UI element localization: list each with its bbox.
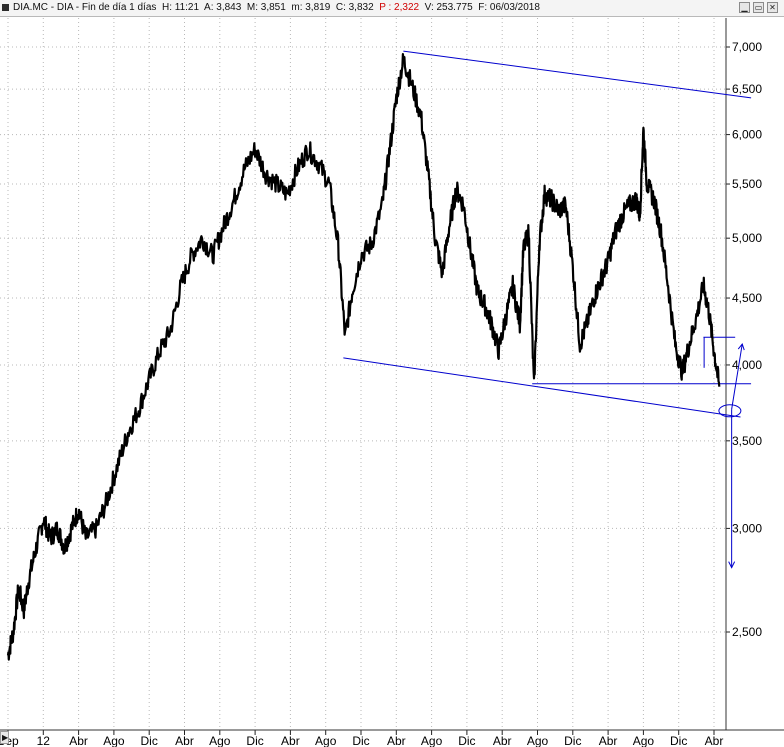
x-tick-label: Ago xyxy=(421,734,443,747)
x-tick-label: Ago xyxy=(315,734,337,747)
volume-value: V: 253.775 xyxy=(424,2,473,13)
trendline xyxy=(403,50,752,99)
window-marker-icon xyxy=(2,4,9,11)
low-value: m: 3,819 xyxy=(291,2,331,13)
y-tick-label: 7,000 xyxy=(732,40,762,54)
x-tick-label: Abr xyxy=(599,734,618,747)
price-chart[interactable]: 7,000 6,500 6,000 5,500 5,000 4,500 4,000 3,500… xyxy=(0,17,784,747)
price-line xyxy=(6,53,721,661)
minimize-icon: ▁ xyxy=(741,3,748,12)
price-series xyxy=(6,53,721,661)
symbol: DIA.MC xyxy=(13,2,48,13)
arrow-head-down xyxy=(728,561,736,569)
trendline xyxy=(343,357,741,418)
trendline-annotations xyxy=(343,50,752,569)
close-value: C: 3,832 xyxy=(335,2,374,13)
hour: H: 11:21 xyxy=(161,2,200,13)
y-tick-label: 3,000 xyxy=(732,521,762,535)
y-axis-labels: 7,000 6,500 6,000 5,500 5,000 4,500 4,000 3,500… xyxy=(732,40,762,639)
x-tick-label: Ago xyxy=(633,734,655,747)
date-value: F: 06/03/2018 xyxy=(478,2,540,13)
y-tick-label: 4,000 xyxy=(732,358,762,372)
high-value: M: 3,851 xyxy=(246,2,286,13)
close-icon: ✕ xyxy=(769,3,776,12)
y-tick-label: 4,500 xyxy=(732,291,762,305)
change-value: P : 2,322 xyxy=(379,2,420,13)
quote-summary: DIA.MC - DIA - Fin de día 1 días H: 11:2… xyxy=(13,2,540,13)
x-tick-label: Ago xyxy=(209,734,231,747)
x-tick-label: Dic xyxy=(670,734,687,747)
target-ellipse xyxy=(718,404,742,418)
trendline xyxy=(731,343,743,410)
play-left-icon: ▶ xyxy=(2,733,9,742)
y-tick-label: 2,500 xyxy=(732,625,762,639)
minimize-button[interactable]: ▁ xyxy=(739,2,750,13)
x-tick-label: Dic xyxy=(458,734,475,747)
x-tick-label: Dic xyxy=(564,734,581,747)
period: Fin de día 1 días xyxy=(81,2,157,13)
restore-button[interactable]: ▭ xyxy=(753,2,764,13)
chart-grid xyxy=(0,18,784,735)
x-tick-label: Abr xyxy=(175,734,194,747)
y-tick-label: 5,000 xyxy=(732,231,762,245)
x-tick-label: Dic xyxy=(352,734,369,747)
x-tick-label: Abr xyxy=(705,734,724,747)
x-tick-label: Abr xyxy=(281,734,300,747)
y-tick-label: 3,500 xyxy=(732,434,762,448)
x-tick-label: Dic xyxy=(141,734,158,747)
x-tick-label: 12 xyxy=(37,734,51,747)
x-tick-label: Ago xyxy=(527,734,549,747)
x-tick-label: Abr xyxy=(69,734,88,747)
y-tick-label: 5,500 xyxy=(732,177,762,191)
x-tick-label: Ago xyxy=(103,734,125,747)
scroll-left-button[interactable]: ▶ xyxy=(0,731,9,744)
close-button[interactable]: ✕ xyxy=(767,2,778,13)
security-name: DIA xyxy=(56,2,74,13)
open-value: A: 3,843 xyxy=(204,2,242,13)
y-tick-label: 6,500 xyxy=(732,82,762,96)
arrow-head-up xyxy=(737,343,745,351)
x-axis-labels: Sep12AbrAgoDicAbrAgoDicAbrAgoDicAbrAgoDi… xyxy=(0,734,723,747)
x-tick-label: Abr xyxy=(493,734,512,747)
x-tick-label: Abr xyxy=(387,734,406,747)
x-tick-label: Dic xyxy=(246,734,263,747)
restore-icon: ▭ xyxy=(754,3,763,12)
y-tick-label: 6,000 xyxy=(732,128,762,142)
chart-title-bar: DIA.MC - DIA - Fin de día 1 días H: 11:2… xyxy=(0,0,784,17)
